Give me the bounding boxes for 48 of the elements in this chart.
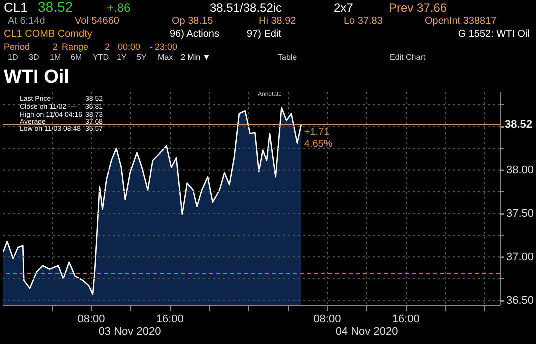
text: 00:00 [118, 42, 141, 52]
annotation: +1.71 [304, 127, 330, 138]
text: YTD [93, 53, 110, 62]
text: Edit Chart [390, 53, 426, 62]
text: 2 Min ▼ [181, 53, 211, 62]
y-tick-label: 37.00 [506, 252, 534, 264]
chart-title: WTI Oil [4, 67, 70, 88]
text: 2x7 [334, 1, 354, 15]
text: Vol 54660 [75, 16, 120, 27]
text: 23:00 [155, 42, 178, 52]
text: OpenInt 338817 [425, 16, 498, 27]
text: 3D [29, 53, 40, 62]
text: 38.51/38.52ic [210, 1, 282, 15]
text: Table [278, 53, 298, 62]
text: 1M [50, 53, 62, 62]
text: 96) Actions [170, 29, 220, 40]
y-tick-label: 37.50 [506, 208, 534, 220]
text: 97) Edit [247, 29, 282, 40]
text: +.86 [107, 1, 132, 15]
text: 2 [105, 42, 110, 52]
text: Prev 37.66 [389, 1, 448, 15]
x-tick-label: 16:00 [392, 314, 420, 326]
text: CL1 [4, 0, 28, 15]
x-tick-label: 08:00 [78, 314, 106, 326]
text: 04 Nov 2020 [336, 326, 398, 338]
text: 1D [8, 53, 18, 62]
text: Lo 37.83 [344, 16, 384, 27]
text: - [150, 42, 153, 52]
text: 38.52 [38, 0, 74, 15]
y-tick-label: 38.00 [506, 164, 534, 177]
text: 03 Nov 2020 [98, 326, 162, 338]
x-tick-label: 08:00 [314, 314, 342, 326]
text: Max [158, 53, 174, 62]
text: 2 [53, 42, 58, 52]
ref-line-label: 38.52 [505, 119, 533, 132]
text: 6M [71, 53, 82, 62]
text: G 1552: WTI Oil [458, 29, 530, 40]
x-tick-label: 16:00 [156, 314, 184, 326]
text: Hi 38.92 [259, 16, 297, 27]
text: 5Y [137, 53, 148, 62]
text: Range [62, 42, 89, 52]
y-tick-label: 36.50 [506, 295, 534, 308]
text: CL1 COMB Comdty [4, 29, 92, 40]
text: Period [4, 42, 30, 52]
text: Op 38.15 [172, 16, 214, 27]
text: 1Y [117, 53, 128, 62]
annotation: 4.65% [304, 139, 333, 150]
text: At 6:14d [8, 16, 46, 27]
